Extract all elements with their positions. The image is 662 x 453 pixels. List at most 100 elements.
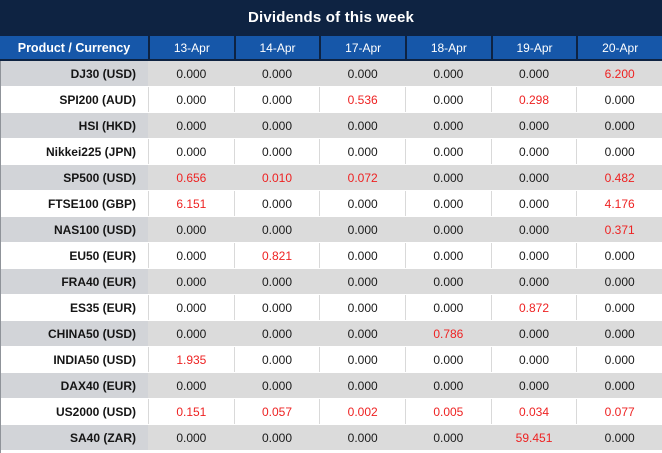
dividend-value: 0.000 xyxy=(490,373,577,398)
dividend-value: 0.000 xyxy=(233,295,320,320)
dividend-value: 0.000 xyxy=(233,87,320,112)
dividend-value: 0.002 xyxy=(319,399,406,424)
table-row: Nikkei225 (JPN) 0.000 0.000 0.000 0.000 0.000… xyxy=(1,139,662,165)
dividend-value: 0.000 xyxy=(319,269,406,294)
dividend-value: 0.872 xyxy=(490,295,577,320)
dividend-value: 0.000 xyxy=(319,295,406,320)
dividend-value: 0.000 xyxy=(233,113,320,138)
dividend-value: 0.057 xyxy=(233,399,320,424)
dividend-value: 0.034 xyxy=(490,399,577,424)
dividend-value: 0.000 xyxy=(233,217,320,242)
dividend-value: 0.000 xyxy=(148,113,234,138)
dividend-value: 0.000 xyxy=(405,61,491,86)
table-row: HSI (HKD) 0.000 0.000 0.000 0.000 0.000 0.000 xyxy=(1,113,662,139)
dividend-value: 0.072 xyxy=(319,165,406,190)
product-label: ES35 (EUR) xyxy=(1,295,148,320)
dividend-value: 0.000 xyxy=(405,295,491,320)
dividend-value: 0.077 xyxy=(576,399,662,424)
dividend-value: 0.000 xyxy=(319,373,406,398)
dividend-value: 0.000 xyxy=(405,139,491,164)
dividend-value: 0.000 xyxy=(490,139,577,164)
dividend-value: 0.000 xyxy=(148,269,234,294)
dividend-value: 0.371 xyxy=(576,217,662,242)
date-header-19-apr: 19-Apr xyxy=(492,36,577,59)
dividend-value: 0.000 xyxy=(148,139,234,164)
dividend-value: 0.000 xyxy=(148,295,234,320)
dividend-value: 0.000 xyxy=(490,243,577,268)
dividend-value: 0.000 xyxy=(319,425,406,450)
dividend-value: 0.151 xyxy=(148,399,234,424)
dividend-value: 1.935 xyxy=(148,347,234,372)
dividend-value: 0.000 xyxy=(233,269,320,294)
dividend-value: 0.000 xyxy=(405,87,491,112)
product-label: DJ30 (USD) xyxy=(1,61,148,86)
dividend-value: 0.000 xyxy=(319,321,406,346)
dividend-value: 0.000 xyxy=(233,139,320,164)
product-label: SP500 (USD) xyxy=(1,165,148,190)
product-label: CHINA50 (USD) xyxy=(1,321,148,346)
dividend-value: 0.000 xyxy=(405,191,491,216)
dividend-value: 0.000 xyxy=(319,243,406,268)
table-row: CHINA50 (USD) 0.000 0.000 0.000 0.786 0.000 0.… xyxy=(1,321,662,347)
dividend-value: 0.536 xyxy=(319,87,406,112)
dividend-value: 0.000 xyxy=(148,243,234,268)
dividend-value: 0.000 xyxy=(490,347,577,372)
table-row: DAX40 (EUR) 0.000 0.000 0.000 0.000 0.000 0.00… xyxy=(1,373,662,399)
table-header-row: Product / Currency 13-Apr 14-Apr 17-Apr 18-… xyxy=(0,34,662,61)
dividend-value: 0.000 xyxy=(319,217,406,242)
dividend-value: 0.000 xyxy=(490,113,577,138)
product-label: HSI (HKD) xyxy=(1,113,148,138)
dividend-value: 0.000 xyxy=(233,425,320,450)
dividend-value: 0.000 xyxy=(576,243,662,268)
dividend-value: 0.010 xyxy=(233,165,320,190)
date-header-14-apr: 14-Apr xyxy=(235,36,320,59)
dividend-value: 0.821 xyxy=(233,243,320,268)
dividend-value: 0.000 xyxy=(576,295,662,320)
dividend-value: 0.000 xyxy=(319,191,406,216)
dividend-value: 0.656 xyxy=(148,165,234,190)
dividend-value: 0.000 xyxy=(233,61,320,86)
dividend-value: 0.000 xyxy=(490,321,577,346)
dividend-value: 0.000 xyxy=(233,373,320,398)
dividend-value: 0.000 xyxy=(576,425,662,450)
product-label: US2000 (USD) xyxy=(1,399,148,424)
dividend-value: 0.000 xyxy=(148,87,234,112)
dividend-value: 0.000 xyxy=(319,113,406,138)
table-row: FRA40 (EUR) 0.000 0.000 0.000 0.000 0.000 0.00… xyxy=(1,269,662,295)
dividend-value: 0.005 xyxy=(405,399,491,424)
dividend-value: 0.000 xyxy=(148,61,234,86)
dividend-value: 0.000 xyxy=(490,165,577,190)
table-row: US2000 (USD) 0.151 0.057 0.002 0.005 0.034 0.0… xyxy=(1,399,662,425)
dividend-value: 0.000 xyxy=(148,217,234,242)
table-row: NAS100 (USD) 0.000 0.000 0.000 0.000 0.000 0.3… xyxy=(1,217,662,243)
date-header-17-apr: 17-Apr xyxy=(321,36,406,59)
dividend-value: 0.000 xyxy=(405,347,491,372)
dividend-value: 59.451 xyxy=(490,425,577,450)
dividend-value: 0.000 xyxy=(233,191,320,216)
dividend-value: 0.000 xyxy=(148,425,234,450)
dividend-value: 0.000 xyxy=(405,269,491,294)
product-label: Nikkei225 (JPN) xyxy=(1,139,148,164)
date-header-18-apr: 18-Apr xyxy=(407,36,491,59)
dividend-value: 0.000 xyxy=(576,139,662,164)
dividend-value: 0.786 xyxy=(405,321,491,346)
product-label: FRA40 (EUR) xyxy=(1,269,148,294)
dividend-value: 0.000 xyxy=(319,347,406,372)
dividend-value: 0.000 xyxy=(405,425,491,450)
table-row: INDIA50 (USD) 1.935 0.000 0.000 0.000 0.000 0.… xyxy=(1,347,662,373)
table-row: ES35 (EUR) 0.000 0.000 0.000 0.000 0.872 0.000 xyxy=(1,295,662,321)
dividend-value: 0.000 xyxy=(148,373,234,398)
widget-title: Dividends of this week xyxy=(247,8,415,26)
product-currency-header: Product / Currency xyxy=(0,36,148,59)
dividend-value: 0.000 xyxy=(405,165,491,190)
dividend-value: 0.000 xyxy=(319,61,406,86)
widget-title-bar: Dividends of this week xyxy=(0,0,662,34)
dividend-value: 0.000 xyxy=(490,61,577,86)
dividend-value: 0.000 xyxy=(576,373,662,398)
dividend-value: 0.000 xyxy=(576,113,662,138)
dividend-value: 0.000 xyxy=(233,347,320,372)
date-header-13-apr: 13-Apr xyxy=(150,36,234,59)
product-label: SPI200 (AUD) xyxy=(1,87,148,112)
date-header-20-apr: 20-Apr xyxy=(578,36,662,59)
